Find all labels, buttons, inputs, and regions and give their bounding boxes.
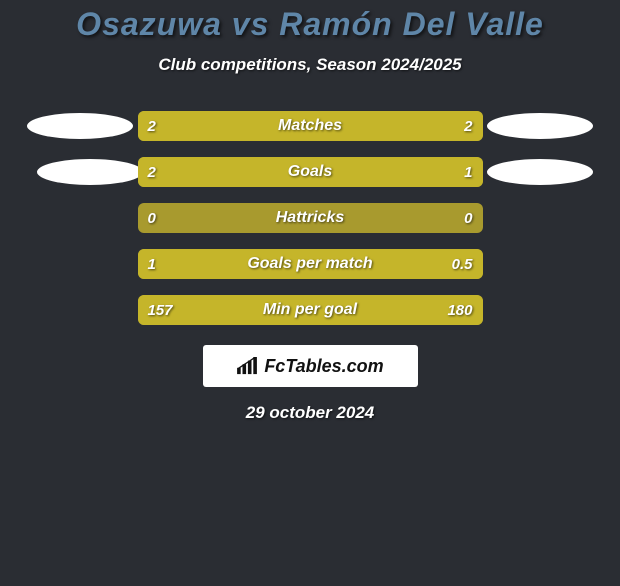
stat-bar: 21Goals: [138, 157, 483, 187]
stat-bar: 10.5Goals per match: [138, 249, 483, 279]
brand-text: FcTables.com: [264, 356, 383, 377]
stat-label: Goals per match: [138, 249, 483, 279]
page-title: Osazuwa vs Ramón Del Valle: [0, 6, 620, 43]
stat-row: 00Hattricks: [0, 203, 620, 233]
stat-row: 10.5Goals per match: [0, 249, 620, 279]
stat-label: Matches: [138, 111, 483, 141]
right-ellipse: [487, 159, 593, 185]
left-ellipse: [27, 113, 133, 139]
stat-bar: 157180Min per goal: [138, 295, 483, 325]
stat-row: 21Goals: [0, 157, 620, 187]
left-ellipse: [37, 159, 143, 185]
stat-label: Goals: [138, 157, 483, 187]
stat-bar: 00Hattricks: [138, 203, 483, 233]
comparison-rows: 22Matches 21Goals 00Hattricks 10.5Goals per…: [0, 111, 620, 325]
stat-bar: 22Matches: [138, 111, 483, 141]
stat-row: 157180Min per goal: [0, 295, 620, 325]
date-text: 29 october 2024: [0, 403, 620, 423]
subtitle: Club competitions, Season 2024/2025: [0, 55, 620, 75]
right-ellipse: [487, 113, 593, 139]
stat-label: Min per goal: [138, 295, 483, 325]
brand-bars-icon: [236, 357, 258, 375]
brand-badge: FcTables.com: [203, 345, 418, 387]
stat-label: Hattricks: [138, 203, 483, 233]
stat-row: 22Matches: [0, 111, 620, 141]
